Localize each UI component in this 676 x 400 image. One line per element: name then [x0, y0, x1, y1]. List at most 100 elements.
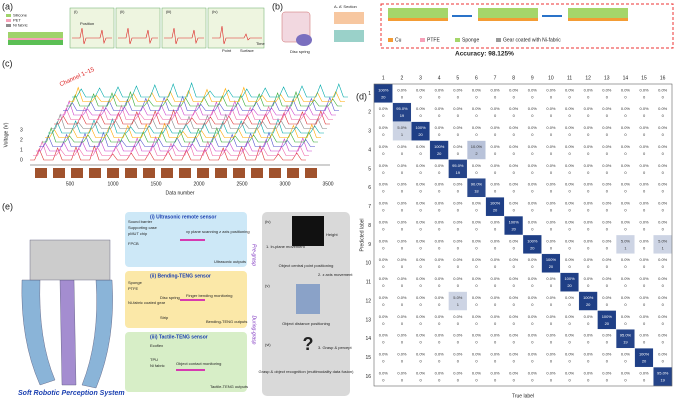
trace [63, 95, 339, 111]
cell-percent: 100% [639, 352, 650, 357]
cell-percent: 0.0% [658, 163, 668, 168]
cell-count: 0 [475, 283, 478, 288]
cell-percent: 0.0% [602, 276, 612, 281]
system-title: Soft Robotic Perception System [18, 390, 125, 397]
cell-percent: 0.0% [546, 333, 556, 338]
cell-percent: 0.0% [435, 257, 445, 262]
cell-count: 0 [587, 321, 590, 326]
cell-count: 0 [568, 302, 571, 307]
cell-count: 0 [531, 94, 534, 99]
cell-count: 0 [550, 151, 553, 156]
y-tick-label: 16 [365, 374, 371, 380]
frame [380, 3, 674, 49]
cell-percent: 0.0% [602, 257, 612, 262]
cell-count: 0 [494, 189, 497, 194]
cell-percent: 0.0% [509, 163, 519, 168]
text: Point [222, 48, 232, 53]
cell-count: 0 [568, 170, 571, 175]
cell-percent: 100% [546, 257, 557, 262]
cell-percent: 0.0% [565, 314, 575, 319]
cell-percent: 0.0% [658, 125, 668, 130]
cell-count: 0 [475, 132, 478, 137]
cell-count: 0 [624, 264, 627, 269]
cell-percent: 0.0% [528, 219, 538, 224]
cell-count: 0 [457, 94, 460, 99]
cell-count: 1 [401, 132, 404, 137]
cell-count: 0 [606, 170, 609, 175]
cell-percent: 0.0% [640, 87, 650, 92]
cell-percent: 0.0% [528, 201, 538, 206]
cell-count: 0 [550, 113, 553, 118]
cell-count: 0 [513, 189, 516, 194]
cell-percent: 0.0% [491, 352, 501, 357]
y-axis-label: Predicted label [359, 218, 365, 251]
cell-percent: 0.0% [491, 295, 501, 300]
cell-count: 0 [531, 340, 534, 345]
x-tick-label: 6 [475, 75, 478, 81]
panel-label: (e) [2, 201, 13, 211]
cell-count: 0 [401, 340, 404, 345]
cell-percent: 0.0% [528, 314, 538, 319]
cell-count: 0 [662, 170, 665, 175]
panel-c: (c) Channel 1~15 Voltage (V) 0 1 2 3 500… [2, 58, 348, 196]
swatch [496, 38, 501, 42]
cell-percent: 0.0% [416, 219, 426, 224]
cell-count: 0 [624, 189, 627, 194]
cell-count: 0 [494, 245, 497, 250]
cell-count: 0 [568, 321, 571, 326]
cell-count: 0 [643, 170, 646, 175]
legend-text: PET [13, 18, 21, 23]
cell-count: 20 [586, 302, 591, 307]
cell-percent: 0.0% [491, 276, 501, 281]
step: (iv) [265, 219, 271, 224]
cell-count: 0 [494, 283, 497, 288]
cell-percent: 0.0% [453, 182, 463, 187]
cell-count: 0 [419, 208, 422, 213]
cell-count: 0 [606, 94, 609, 99]
result: Grasp & object recognition (multimodalit… [259, 369, 355, 374]
cell-percent: 0.0% [602, 238, 612, 243]
part: Sound barrier [128, 219, 153, 224]
cell-percent: 0.0% [584, 314, 594, 319]
cell-percent: 0.0% [397, 352, 407, 357]
cell-percent: 0.0% [397, 295, 407, 300]
cell-count: 0 [513, 245, 516, 250]
cell-percent: 0.0% [602, 182, 612, 187]
cell-count: 0 [662, 302, 665, 307]
cell-percent: 0.0% [509, 257, 519, 262]
cell-count: 0 [568, 151, 571, 156]
cell-count: 0 [531, 170, 534, 175]
cell-count: 0 [513, 170, 516, 175]
part: Disc spring [160, 295, 180, 300]
cell-count: 0 [550, 132, 553, 137]
cell-count: 0 [419, 170, 422, 175]
x-tick-label: 2 [401, 75, 404, 81]
phase: During-grasp [251, 316, 257, 345]
cell-count: 0 [438, 264, 441, 269]
cell-percent: 95.0% [657, 370, 669, 375]
cell-count: 0 [475, 170, 478, 175]
cell-count: 0 [531, 302, 534, 307]
cell-percent: 0.0% [416, 238, 426, 243]
cell-percent: 0.0% [509, 295, 519, 300]
cell-count: 0 [606, 151, 609, 156]
trace [45, 122, 321, 138]
cell-percent: 0.0% [491, 257, 501, 262]
cell-count: 0 [587, 94, 590, 99]
cell-count: 0 [475, 245, 478, 250]
cell-count: 0 [606, 226, 609, 231]
cell-count: 0 [382, 359, 385, 364]
x-tick-label: 3500 [322, 181, 333, 187]
cell-percent: 0.0% [640, 333, 650, 338]
cell-count: 0 [419, 189, 422, 194]
cell-percent: 0.0% [658, 295, 668, 300]
part: PTFE [128, 286, 139, 291]
cell-count: 0 [494, 170, 497, 175]
cell-percent: 90.0% [471, 182, 483, 187]
cell-percent: 0.0% [565, 106, 575, 111]
cell-count: 0 [401, 321, 404, 326]
cell-percent: 0.0% [397, 276, 407, 281]
x-tick-label: 13 [604, 75, 610, 81]
cell-count: 0 [513, 151, 516, 156]
cell-count: 20 [642, 359, 647, 364]
